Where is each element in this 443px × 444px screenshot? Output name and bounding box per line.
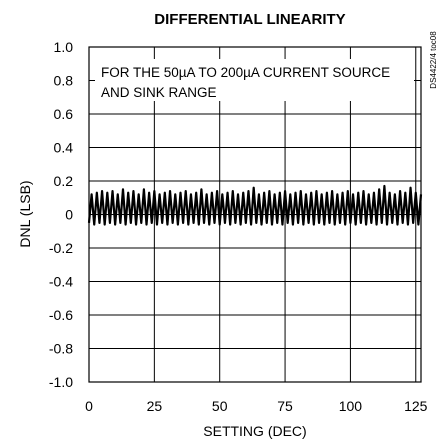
x-tick-label: 50 bbox=[212, 398, 228, 414]
annotation-background bbox=[95, 59, 414, 101]
y-tick-label: -0.8 bbox=[49, 341, 73, 357]
y-tick-label: -1.0 bbox=[49, 374, 73, 390]
y-tick-label: -0.6 bbox=[49, 307, 73, 323]
figure-code: DS4422/4 toc08 bbox=[429, 31, 438, 89]
y-tick-label: -0.2 bbox=[49, 240, 73, 256]
y-tick-label: 0.6 bbox=[54, 106, 74, 122]
y-axis-ticks: 1.0 0.8 0.6 0.4 0.2 0 -0.2 -0.4 -0.6 -0.8 -1.0 bbox=[49, 39, 73, 390]
x-tick-label: 100 bbox=[339, 398, 363, 414]
y-tick-label: 0.4 bbox=[54, 140, 74, 156]
y-tick-label: -0.4 bbox=[49, 274, 73, 290]
y-tick-label: 0.8 bbox=[54, 73, 74, 89]
x-tick-label: 75 bbox=[277, 398, 293, 414]
series-line-dnl bbox=[87, 184, 423, 226]
y-tick-label: 0.2 bbox=[54, 173, 74, 189]
annotation-line-1: FOR THE 50µA TO 200µA CURRENT SOURCE bbox=[101, 65, 390, 80]
y-axis-label: DNL (LSB) bbox=[17, 180, 33, 247]
x-axis-ticks: 0 25 50 75 100 125 bbox=[85, 398, 428, 414]
x-axis-label: SETTING (DEC) bbox=[203, 423, 306, 439]
chart-title: DIFFERENTIAL LINEARITY bbox=[154, 11, 345, 28]
y-tick-label: 0 bbox=[65, 207, 73, 223]
x-tick-label: 0 bbox=[85, 398, 93, 414]
y-tick-label: 1.0 bbox=[54, 39, 74, 55]
x-tick-label: 125 bbox=[404, 398, 428, 414]
annotation-line-2: AND SINK RANGE bbox=[101, 85, 217, 100]
x-tick-label: 25 bbox=[147, 398, 163, 414]
